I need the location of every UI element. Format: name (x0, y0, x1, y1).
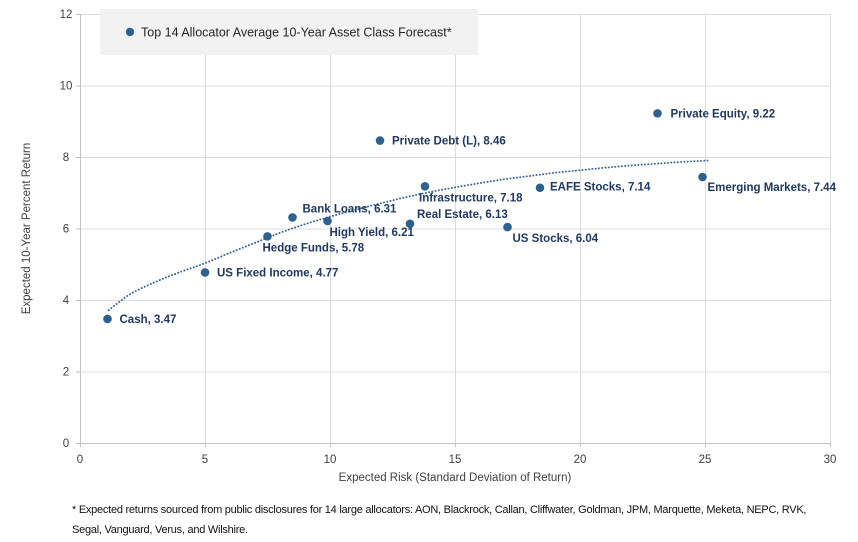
data-point-eafe-stocks (535, 183, 545, 193)
y-tick-label: 8 (63, 152, 69, 164)
data-label-high-yield: High Yield, 6.21 (330, 227, 415, 239)
data-labels: Cash, 3.47 US Fixed Income, 4.77 Hedge Fun… (120, 108, 837, 326)
data-point-emerging-markets (698, 172, 707, 182)
scatter-chart: 0 5 10 15 20 25 30 0 2 4 6 8 10 12 Expected Risk (Stan… (21, 9, 837, 484)
data-label-emerging-markets: Emerging Markets, 7.44 (708, 182, 837, 194)
axes (76, 14, 831, 447)
x-tick-label: 20 (574, 454, 587, 466)
y-axis-title: Expected 10-Year Percent Return (21, 143, 33, 315)
data-label-private-equity: Private Equity, 9.22 (671, 108, 776, 120)
x-axis-title: Expected Risk (Standard Deviation of Ret… (339, 472, 572, 484)
data-point-high-yield (323, 216, 332, 226)
data-point-cash (103, 314, 112, 324)
legend-marker-icon (125, 27, 135, 37)
legend-label: Top 14 Allocator Average 10-Year Asset C… (141, 26, 452, 40)
data-label-real-estate: Real Estate, 6.13 (417, 209, 508, 221)
x-tick-label: 10 (324, 454, 337, 466)
legend-box (100, 9, 478, 55)
y-tick-label: 0 (63, 438, 69, 450)
x-tick-label: 25 (699, 454, 712, 466)
y-tick-label: 6 (63, 224, 69, 236)
chart-area: 0 5 10 15 20 25 30 0 2 4 6 8 10 12 Expected Risk (Stan… (21, 9, 837, 484)
data-point-us-fixed-income (200, 268, 210, 277)
x-tick-label: 5 (202, 454, 208, 466)
data-label-eafe-stocks: EAFE Stocks, 7.14 (550, 182, 651, 194)
x-tick-label: 0 (77, 454, 83, 466)
tick-labels: 0 5 10 15 20 25 30 0 2 4 6 8 10 12 (60, 9, 837, 466)
data-label-cash: Cash, 3.47 (120, 314, 177, 326)
series-points (103, 109, 707, 324)
data-label-us-stocks: US Stocks, 6.04 (513, 233, 599, 245)
data-label-us-fixed-income: US Fixed Income, 4.77 (217, 267, 338, 279)
data-point-private-debt-l (375, 136, 385, 145)
data-point-hedge-funds (263, 232, 272, 241)
y-tick-label: 12 (60, 9, 73, 21)
x-tick-label: 30 (824, 454, 837, 466)
data-point-infrastructure (420, 182, 430, 191)
x-tick-label: 15 (449, 454, 462, 466)
y-tick-label: 10 (60, 81, 73, 93)
data-point-private-equity (653, 109, 662, 118)
gridlines (80, 14, 831, 443)
data-label-infrastructure: Infrastructure, 7.18 (419, 192, 523, 204)
data-point-us-stocks (503, 222, 512, 232)
data-label-private-debt-l: Private Debt (L), 8.46 (392, 136, 506, 148)
data-point-real-estate (405, 219, 415, 229)
y-tick-label: 2 (63, 367, 69, 379)
chart-footnote: * Expected returns sourced from public d… (72, 504, 807, 537)
data-label-hedge-funds: Hedge Funds, 5.78 (263, 242, 365, 254)
trend-line (107, 159, 709, 311)
y-tick-label: 4 (63, 295, 70, 307)
data-label-bank-loans: Bank Loans, 6.31 (303, 203, 398, 215)
legend: Top 14 Allocator Average 10-Year Asset C… (100, 9, 478, 55)
data-point-bank-loans (288, 213, 297, 222)
